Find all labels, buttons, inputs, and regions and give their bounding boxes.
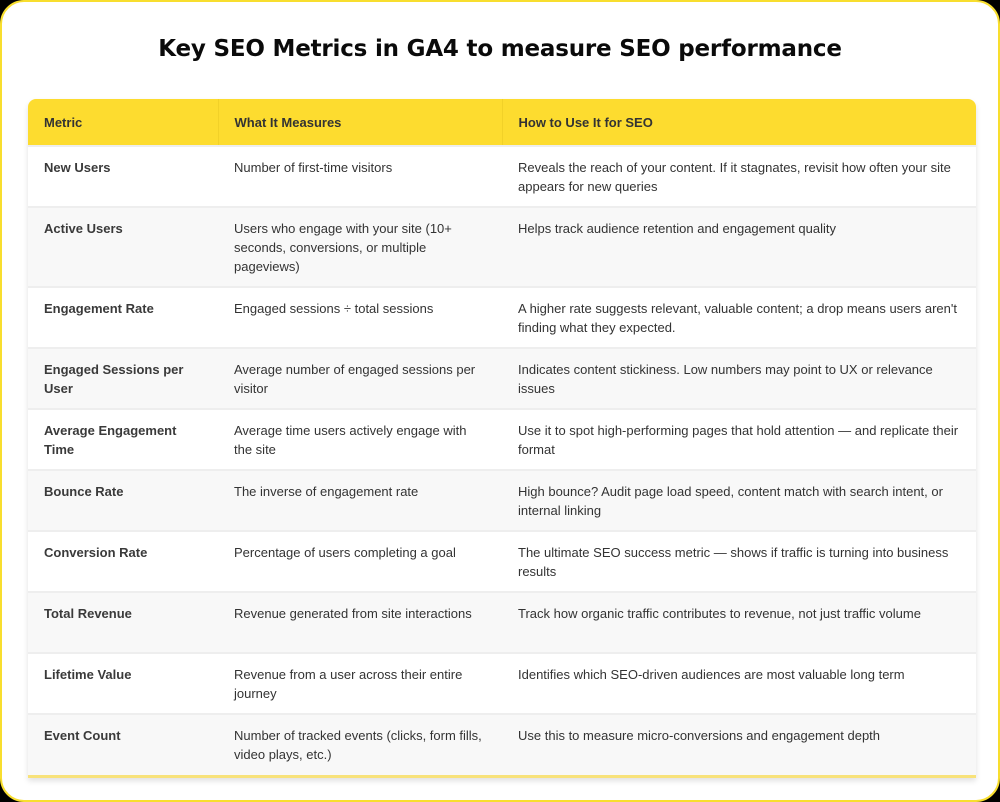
column-header-how-to-use: How to Use It for SEO <box>502 99 976 146</box>
usage-cell: Helps track audience retention and engag… <box>502 206 976 287</box>
table-row: Total Revenue Revenue generated from sit… <box>28 591 976 653</box>
metric-cell: Total Revenue <box>28 591 218 653</box>
usage-cell: High bounce? Audit page load speed, cont… <box>502 469 976 531</box>
measures-cell: Users who engage with your site (10+ sec… <box>218 206 502 287</box>
measures-cell: Engaged sessions ÷ total sessions <box>218 286 502 348</box>
usage-cell: The ultimate SEO success metric — shows … <box>502 530 976 592</box>
metric-cell: New Users <box>28 145 218 207</box>
measures-cell: Revenue generated from site interactions <box>218 591 502 653</box>
table-row: Bounce Rate The inverse of engagement ra… <box>28 469 976 531</box>
table-row: Conversion Rate Percentage of users comp… <box>28 530 976 592</box>
measures-cell: Average time users actively engage with … <box>218 408 502 470</box>
header-row: Metric What It Measures How to Use It fo… <box>28 99 976 146</box>
measures-cell: Number of first-time visitors <box>218 145 502 207</box>
page-title: Key SEO Metrics in GA4 to measure SEO pe… <box>158 36 842 62</box>
table-row: Engagement Rate Engaged sessions ÷ total… <box>28 286 976 348</box>
usage-cell: Indicates content stickiness. Low number… <box>502 347 976 409</box>
usage-cell: A higher rate suggests relevant, valuabl… <box>502 286 976 348</box>
metric-cell: Average Engagement Time <box>28 408 218 470</box>
column-header-what-it-measures: What It Measures <box>218 99 503 146</box>
metric-cell: Event Count <box>28 713 218 775</box>
usage-cell: Identifies which SEO-driven audiences ar… <box>502 652 976 714</box>
usage-cell: Use it to spot high-performing pages tha… <box>502 408 976 470</box>
metric-cell: Engaged Sessions per User <box>28 347 218 409</box>
measures-cell: Number of tracked events (clicks, form f… <box>218 713 502 775</box>
table-row: Event Count Number of tracked events (cl… <box>28 713 976 775</box>
metric-cell: Conversion Rate <box>28 530 218 592</box>
metric-cell: Active Users <box>28 206 218 287</box>
table-row: Engaged Sessions per User Average number… <box>28 347 976 409</box>
measures-cell: Percentage of users completing a goal <box>218 530 502 592</box>
metrics-table: Metric What It Measures How to Use It fo… <box>28 99 976 775</box>
table-row: New Users Number of first-time visitors … <box>28 145 976 207</box>
metric-cell: Engagement Rate <box>28 286 218 348</box>
table-header: Metric What It Measures How to Use It fo… <box>28 99 976 146</box>
usage-cell: Track how organic traffic contributes to… <box>502 591 976 653</box>
usage-cell: Reveals the reach of your content. If it… <box>502 145 976 207</box>
column-header-metric: Metric <box>28 99 219 146</box>
measures-cell: The inverse of engagement rate <box>218 469 502 531</box>
table-body: New Users Number of first-time visitors … <box>28 145 976 775</box>
usage-cell: Use this to measure micro-conversions an… <box>502 713 976 775</box>
table-row: Average Engagement Time Average time use… <box>28 408 976 470</box>
measures-cell: Revenue from a user across their entire … <box>218 652 502 714</box>
table-row: Active Users Users who engage with your … <box>28 206 976 287</box>
table-row: Lifetime Value Revenue from a user acros… <box>28 652 976 714</box>
metric-cell: Lifetime Value <box>28 652 218 714</box>
metrics-table-container: Metric What It Measures How to Use It fo… <box>28 99 976 778</box>
metric-cell: Bounce Rate <box>28 469 218 531</box>
measures-cell: Average number of engaged sessions per v… <box>218 347 502 409</box>
